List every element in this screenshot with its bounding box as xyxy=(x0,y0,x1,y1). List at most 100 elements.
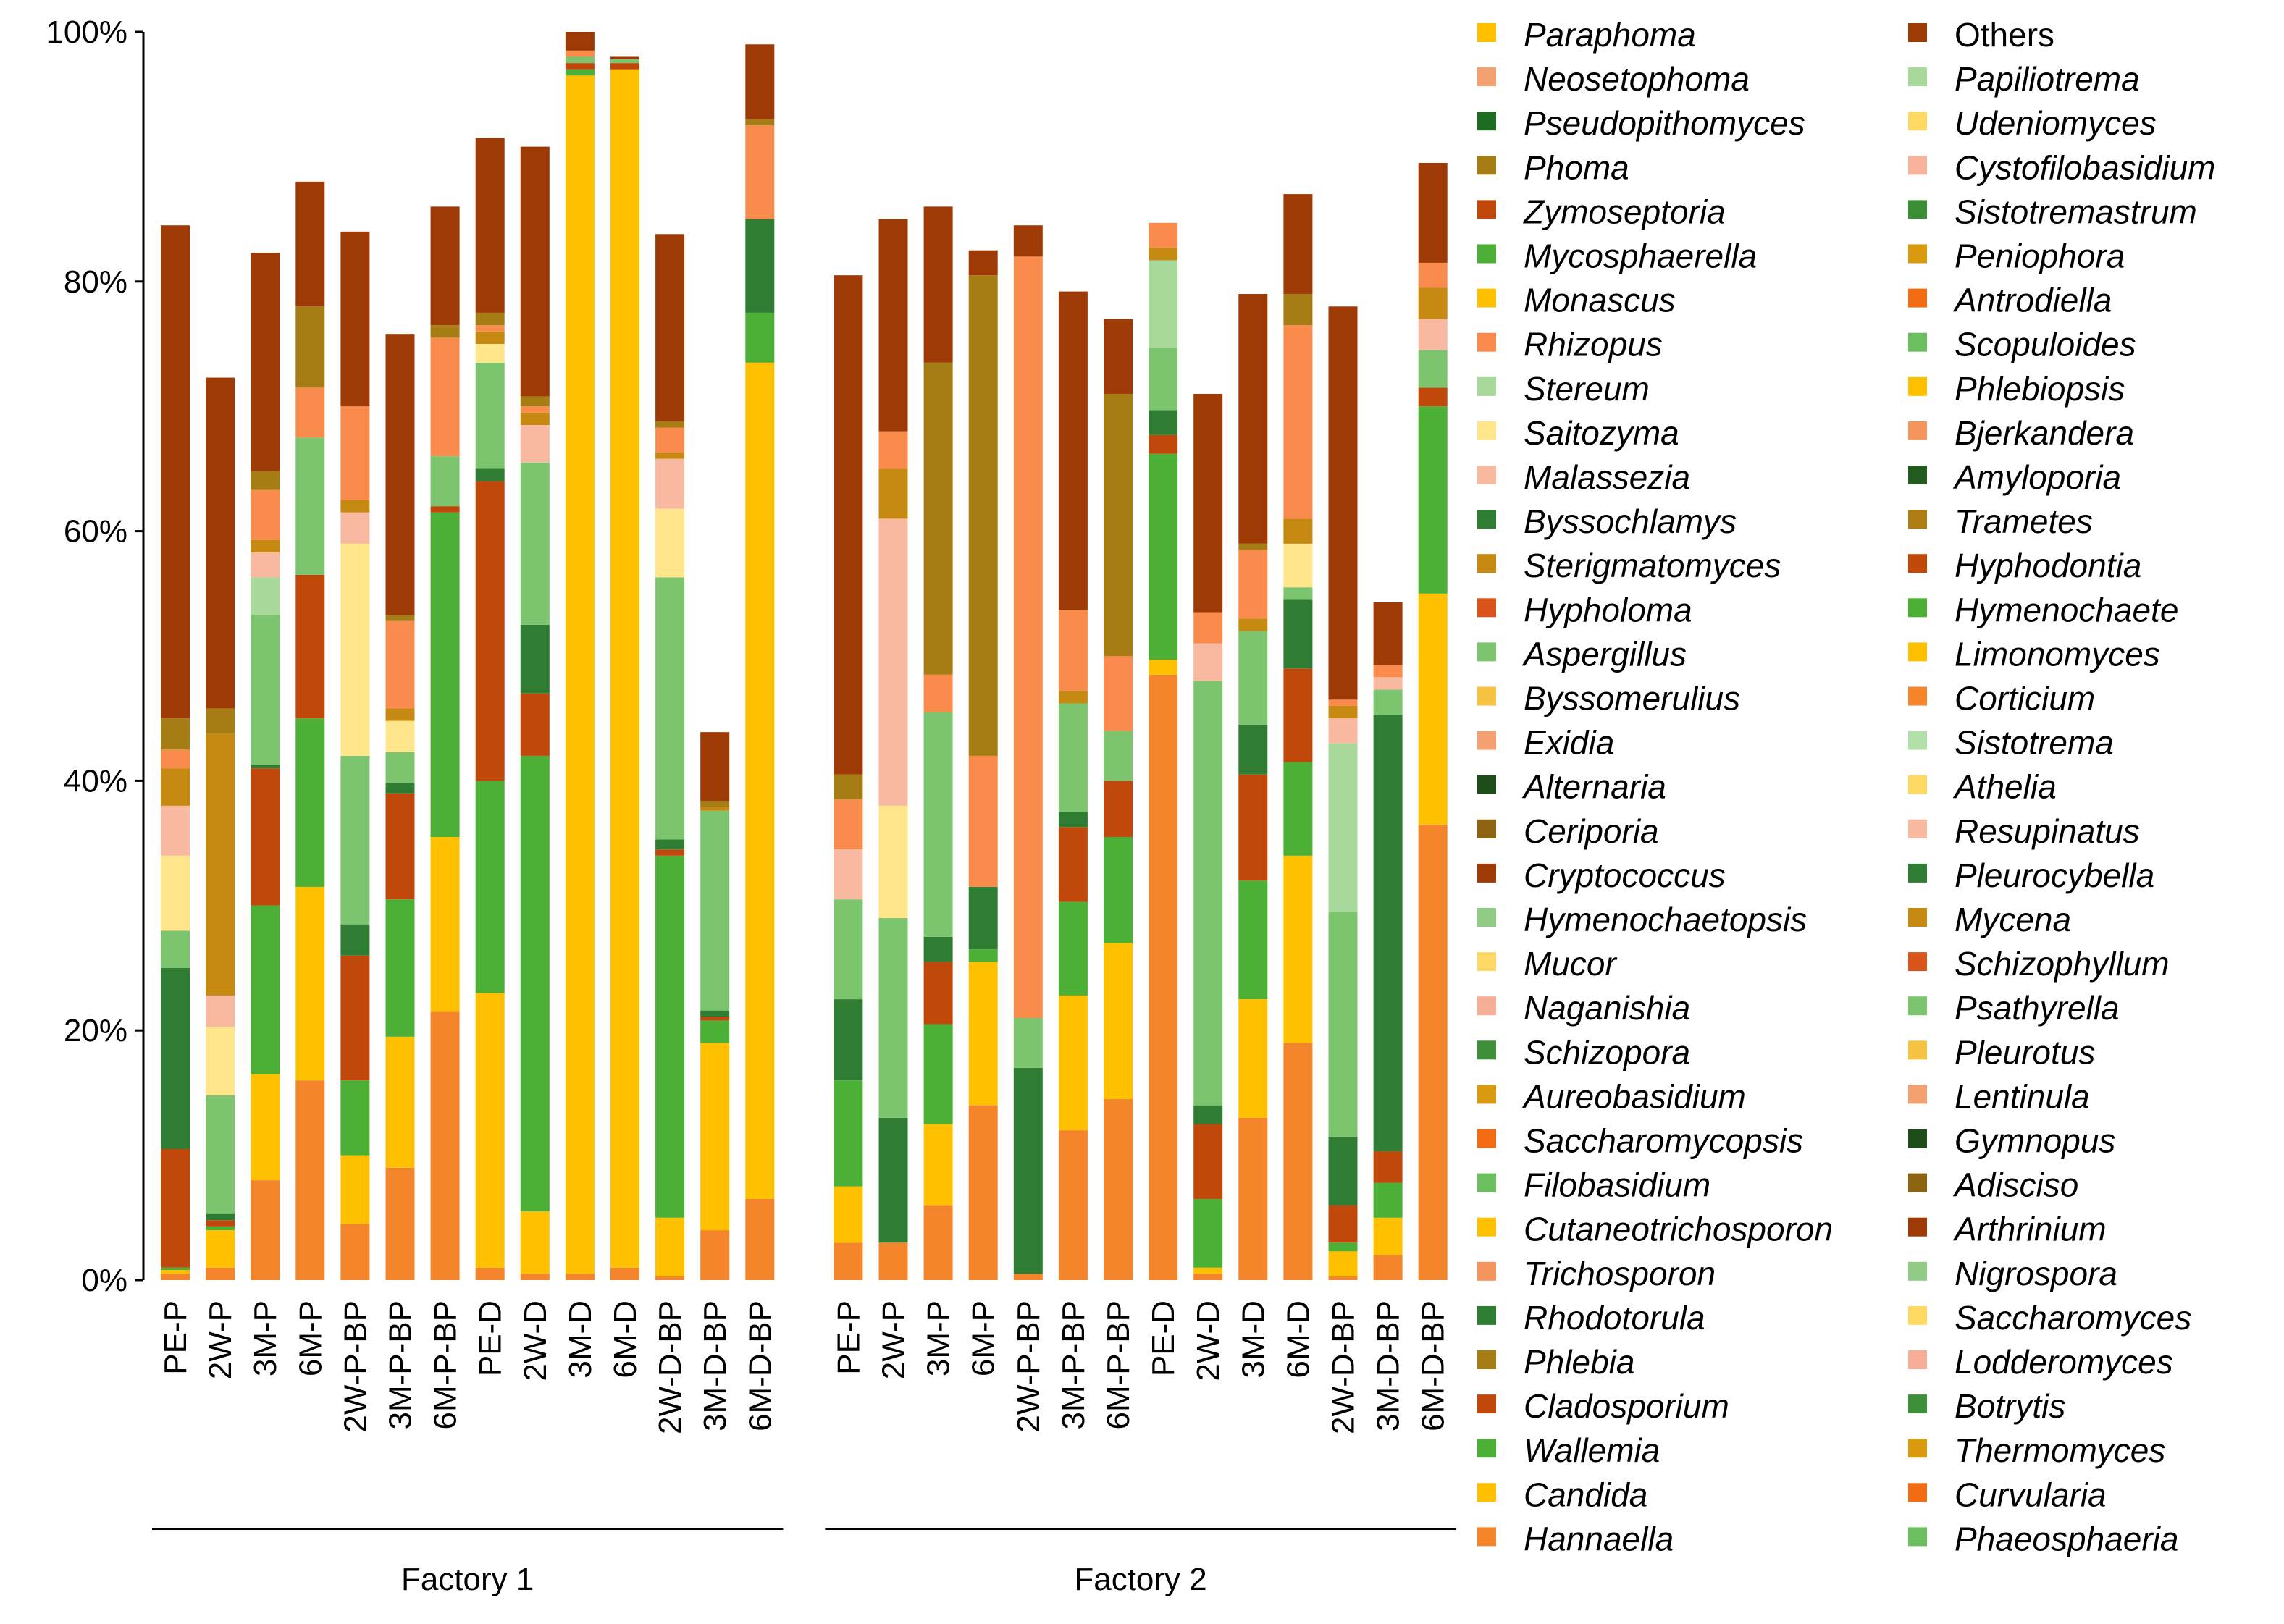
bar-stack xyxy=(700,732,730,1280)
bar-segment-aspergillus xyxy=(475,362,505,469)
bar-segment-others xyxy=(1283,194,1313,295)
bar-stack xyxy=(161,225,190,1280)
bar-segment-aspergillus xyxy=(1238,631,1268,725)
legend-item: Peniophora xyxy=(1908,237,2125,275)
bar-segment-phoma xyxy=(206,708,235,733)
legend-swatch xyxy=(1477,376,1496,396)
legend-swatch xyxy=(1908,1483,1927,1502)
group-label: Factory 2 xyxy=(1074,1562,1206,1597)
legend-item: Aspergillus xyxy=(1477,635,1687,673)
legend-swatch xyxy=(1908,1394,1927,1414)
legend-label: Zymoseptoria xyxy=(1523,193,1726,230)
bar-segment-rhodotorula xyxy=(834,999,863,1081)
bar-segment-saitozyma xyxy=(878,805,908,919)
x-axis-labels: PE-P 2W-P 3M-P 6M-P 2W-P-BP 3M-P-BP 6M-P-BP PE-… xyxy=(158,1300,1451,1434)
bar-segment-wallemia xyxy=(968,949,998,962)
bar-segment-saitozyma xyxy=(340,543,370,756)
bar-segment-hannaella xyxy=(834,1242,863,1280)
bar-segment-rhizopus xyxy=(430,337,460,457)
bar-segment-others xyxy=(1373,602,1403,665)
legend-swatch xyxy=(1477,775,1496,794)
bar-segment-candida xyxy=(340,1155,370,1224)
legend-label: Lentinula xyxy=(1955,1077,2090,1115)
bar-segment-others xyxy=(340,231,370,407)
bar-segment-others xyxy=(475,138,505,313)
bar-segment-saitozyma xyxy=(206,1027,235,1095)
legend-item: Neosetophoma xyxy=(1477,60,1750,98)
legend-swatch xyxy=(1477,686,1496,706)
legend-item: Phaeosphaeria xyxy=(1908,1520,2178,1557)
bar-segment-cladosporium xyxy=(475,481,505,781)
legend-label: Athelia xyxy=(1952,768,2057,806)
bar-segment-sterigmatomyces xyxy=(1328,705,1358,719)
legend-swatch xyxy=(1477,598,1496,618)
bar-stack xyxy=(1058,291,1088,1280)
bar-segment-candida xyxy=(1238,999,1268,1118)
bar-segment-cladosporium xyxy=(161,1148,190,1268)
legend-item: Zymoseptoria xyxy=(1477,193,1726,230)
legend-swatch xyxy=(1477,1129,1496,1148)
bar-segment-malassezia xyxy=(1418,319,1448,350)
bar-segment-rhizopus xyxy=(1373,665,1403,678)
legend-swatch xyxy=(1908,466,1927,484)
legend-item: Phlebia xyxy=(1477,1343,1634,1381)
bar-segment-wallemia xyxy=(1418,406,1448,594)
bar-segment-others xyxy=(385,334,415,615)
legend-swatch xyxy=(1908,510,1927,529)
legend-swatch xyxy=(1908,23,1927,42)
legend-item: Gymnopus xyxy=(1908,1122,2115,1160)
legend-swatch xyxy=(1908,332,1927,352)
bar-segment-others xyxy=(430,206,460,326)
legend-swatch xyxy=(1908,156,1927,175)
legend-swatch xyxy=(1908,112,1927,131)
legend-swatch xyxy=(1477,1483,1496,1502)
legend-item: Candida xyxy=(1477,1476,1647,1513)
bar-segment-rhizopus xyxy=(475,325,505,332)
legend-label: Hyphodontia xyxy=(1955,547,2141,584)
legend-label: Neosetophoma xyxy=(1524,60,1750,98)
legend-swatch xyxy=(1477,642,1496,662)
legend-label: Paraphoma xyxy=(1524,16,1696,54)
bar-segment-sterigmatomyces xyxy=(475,331,505,344)
legend-swatch xyxy=(1477,288,1496,308)
legend-label: Mycosphaerella xyxy=(1524,237,1757,275)
bar-segment-cladosporium xyxy=(655,849,685,856)
legend-swatch xyxy=(1477,1261,1496,1281)
bar-segment-cladosporium xyxy=(1149,434,1178,454)
legend-item: Pleurotus xyxy=(1908,1033,2095,1071)
legend-label: Rhizopus xyxy=(1524,326,1663,363)
bar-segment-rhizopus xyxy=(1149,222,1178,248)
x-tick-label: 3M-D xyxy=(563,1300,598,1379)
x-tick-label: 3M-D xyxy=(1235,1300,1271,1379)
bar-segment-aspergillus xyxy=(923,712,953,937)
legend-swatch xyxy=(1477,1350,1496,1369)
legend-label: Byssochlamys xyxy=(1524,502,1737,540)
bar-segment-saitozyma xyxy=(475,344,505,363)
bar-segment-hannaella xyxy=(161,1274,190,1280)
bar-segment-sterigmatomyces xyxy=(385,708,415,721)
legend-label: Gymnopus xyxy=(1955,1122,2115,1160)
bar-segment-wallemia xyxy=(700,1020,730,1043)
bar-segment-wallemia xyxy=(923,1024,953,1124)
bar-segment-hannaella xyxy=(655,1276,685,1280)
legend-item: Alternaria xyxy=(1477,768,1666,806)
bar-stack xyxy=(655,234,685,1280)
bar-stack xyxy=(1283,194,1313,1280)
legend-item: Saitozyma xyxy=(1477,414,1679,452)
bar-segment-phoma xyxy=(834,774,863,800)
bar-segment-wallemia xyxy=(1283,762,1313,856)
bar-segment-rhizopus xyxy=(834,799,863,850)
bar-segment-hannaella xyxy=(1013,1274,1043,1280)
bar-segment-sterigmatomyces xyxy=(878,468,908,519)
bar-segment-rhodotorula xyxy=(1058,812,1088,828)
bar-segment-rhodotorula xyxy=(340,924,370,956)
legend-label: Cladosporium xyxy=(1524,1387,1729,1425)
legend-label: Saccharomycopsis xyxy=(1524,1122,1803,1160)
legend-label: Hymenochaetopsis xyxy=(1524,901,1807,938)
legend-label: Schizophyllum xyxy=(1955,945,2170,983)
legend-swatch xyxy=(1908,1217,1927,1237)
y-tick-label: 80% xyxy=(64,264,127,300)
bar-stack xyxy=(251,253,280,1280)
bar-stack xyxy=(1104,319,1133,1280)
bar-segment-others xyxy=(878,219,908,432)
